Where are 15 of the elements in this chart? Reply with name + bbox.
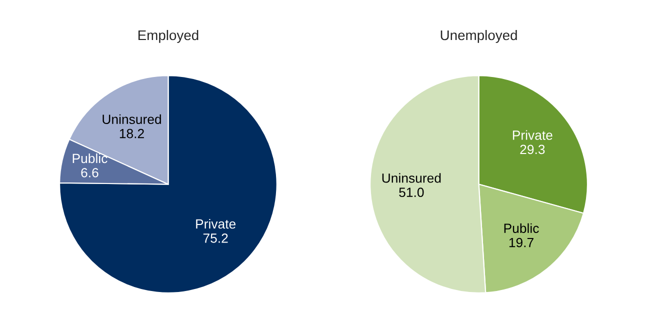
slice-label: Uninsured	[382, 173, 441, 183]
slice-label: Private	[196, 218, 236, 229]
data-label: 29.3	[520, 144, 545, 154]
data-label: 18.2	[120, 128, 144, 138]
slice-label: Public	[72, 153, 108, 164]
slice-label: Public	[504, 223, 539, 234]
data-label: 19.7	[509, 238, 534, 248]
slice-label: Uninsured	[102, 114, 161, 124]
slice-label: Private	[512, 130, 552, 140]
data-label: 75.2	[203, 234, 228, 243]
data-label: 6.6	[81, 168, 98, 178]
chart-title: Unemployed	[440, 30, 517, 43]
chart-title: Employed	[138, 30, 198, 43]
data-label: 51.0	[399, 188, 424, 198]
pie-slice	[58, 75, 278, 294]
